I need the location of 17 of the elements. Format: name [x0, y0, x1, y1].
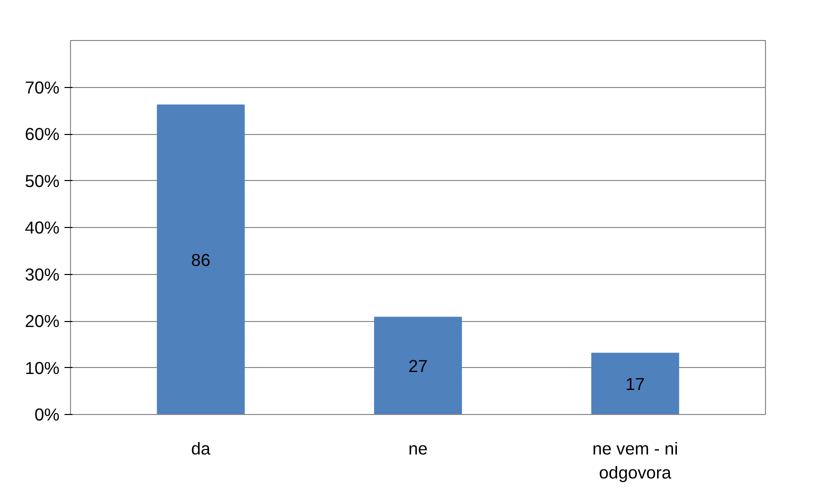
bar — [591, 352, 680, 414]
annotation: 17 — [626, 374, 645, 394]
bar — [156, 104, 245, 414]
x-tick-label: ne vem - ni odgovora — [592, 438, 678, 482]
annotation: 86 — [191, 250, 210, 270]
annotation: 27 — [408, 356, 428, 376]
x-tick-label: ne — [408, 438, 428, 458]
y-tick-label: 60% — [24, 124, 60, 144]
y-tick-label: 0% — [34, 404, 60, 424]
y-tick-label: 50% — [24, 170, 60, 191]
y-tick-label: 10% — [24, 358, 60, 378]
bar — [374, 316, 462, 414]
y-tick-label: 40% — [24, 218, 60, 238]
y-tick-label: 30% — [24, 264, 60, 284]
x-tick-label: da — [191, 438, 211, 458]
y-tick-label: 20% — [24, 311, 60, 331]
y-tick-label: 70% — [24, 77, 60, 98]
